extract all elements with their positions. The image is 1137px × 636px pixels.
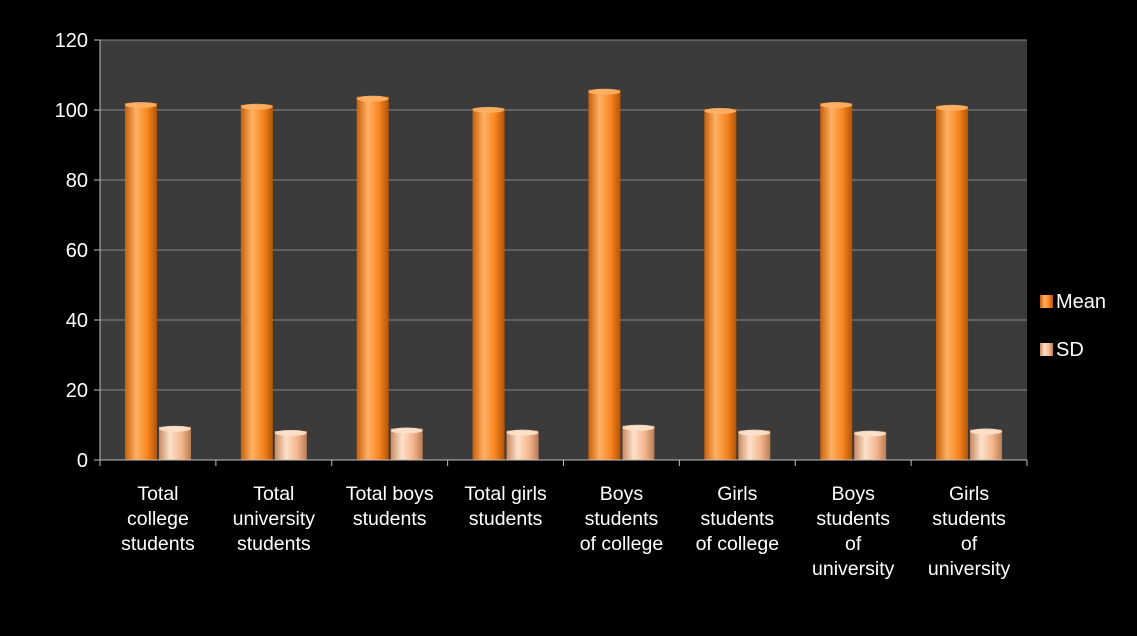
x-category-label: Total college students xyxy=(121,483,195,555)
bar-sd-1 xyxy=(274,429,307,460)
bar-cap xyxy=(820,102,853,108)
bar-cap xyxy=(622,424,655,431)
bar-cap xyxy=(274,429,307,436)
x-category-label: Total boys students xyxy=(346,483,434,530)
bar-cap xyxy=(854,430,887,437)
bar-sd-6 xyxy=(854,430,887,460)
x-category-label-line: college xyxy=(127,508,189,530)
bar-cap xyxy=(472,106,505,113)
x-category-label-line: of college xyxy=(580,533,663,555)
bar-mean-1 xyxy=(240,103,273,460)
y-tick-label: 100 xyxy=(55,100,88,122)
bar-mean-0 xyxy=(124,102,157,460)
y-tick-label: 120 xyxy=(55,30,88,52)
bar-sd-4 xyxy=(622,424,655,460)
legend-item-mean: Mean xyxy=(1040,291,1106,313)
legend: Mean SD xyxy=(1040,291,1106,361)
y-tick-label: 0 xyxy=(77,450,88,472)
bar-cap xyxy=(158,425,191,432)
bar-cap xyxy=(240,103,273,110)
x-category-label-line: Total boys xyxy=(346,483,434,505)
legend-swatch xyxy=(1040,343,1053,356)
bar-body xyxy=(390,428,423,460)
bar-body xyxy=(936,105,969,461)
x-category-label-line: students xyxy=(469,508,543,530)
x-category-label: Boys students of university xyxy=(812,483,895,580)
y-axis: 0 20 40 60 80 100 120 xyxy=(55,30,101,472)
bar-body xyxy=(240,104,273,460)
x-category-label: Total girls students xyxy=(464,483,547,530)
x-category-label-line: students xyxy=(585,508,659,530)
bar-mean-5 xyxy=(704,107,737,460)
x-axis: Total college students Total university stude… xyxy=(99,459,1028,580)
bar-body xyxy=(820,103,853,460)
bar-cap xyxy=(738,429,771,436)
bar-cap xyxy=(124,102,157,108)
x-category-label-line: Boys xyxy=(832,483,876,505)
x-category-label-line: of college xyxy=(696,533,779,555)
x-category-label-line: of xyxy=(961,533,978,555)
bar-body xyxy=(704,108,737,460)
bar-cap xyxy=(506,429,539,436)
bar-sd-7 xyxy=(970,428,1003,460)
bar-sd-5 xyxy=(738,429,771,460)
y-tick-label: 80 xyxy=(66,170,88,192)
bar-mean-4 xyxy=(588,88,621,460)
x-category-label-line: Total xyxy=(137,483,178,505)
legend-swatch xyxy=(1040,295,1053,308)
bar-body xyxy=(622,425,655,460)
x-category-label-line: Total girls xyxy=(464,483,547,505)
y-tick-label: 20 xyxy=(66,380,88,402)
x-category-label-line: Girls xyxy=(949,483,989,505)
x-category-label-line: Boys xyxy=(600,483,644,505)
bar-cap xyxy=(936,104,969,111)
bar-cap xyxy=(970,428,1003,435)
x-category-label: Boys students of college xyxy=(580,483,663,555)
x-category-label: Girls students of college xyxy=(696,483,779,555)
bar-body xyxy=(158,426,191,460)
x-category-label: Girls students of university xyxy=(928,483,1011,580)
x-category-label-line: Girls xyxy=(717,483,757,505)
x-category-label: Total university students xyxy=(233,483,316,555)
bar-body xyxy=(970,429,1003,460)
y-tick-label: 40 xyxy=(66,310,88,332)
bar-cap xyxy=(588,88,621,95)
bar-mean-3 xyxy=(472,106,505,461)
x-category-label-line: students xyxy=(932,508,1006,530)
bar-body xyxy=(588,89,621,460)
x-category-label-line: students xyxy=(237,533,311,555)
bar-body xyxy=(472,107,505,461)
bar-mean-7 xyxy=(936,104,969,461)
x-category-label-line: university xyxy=(928,558,1011,580)
x-category-label-line: students xyxy=(121,533,195,555)
bar-sd-2 xyxy=(390,427,423,460)
bar-sd-3 xyxy=(506,429,539,460)
bar-mean-6 xyxy=(820,102,853,460)
legend-item-sd: SD xyxy=(1040,339,1084,361)
bar-sd-0 xyxy=(158,425,191,460)
x-category-label-line: students xyxy=(700,508,774,530)
x-category-label-line: university xyxy=(233,508,316,530)
bar-cap xyxy=(390,427,423,434)
bar-body xyxy=(124,103,157,460)
bar-mean-2 xyxy=(356,95,389,460)
legend-label: SD xyxy=(1056,339,1084,361)
y-tick-label: 60 xyxy=(66,240,88,262)
x-category-label-line: of xyxy=(845,533,862,555)
x-category-label-line: Total xyxy=(253,483,294,505)
x-category-label-line: students xyxy=(816,508,890,530)
x-category-label-line: students xyxy=(353,508,427,530)
bar-body xyxy=(356,96,389,460)
bars xyxy=(124,88,1003,461)
legend-label: Mean xyxy=(1056,291,1106,313)
x-category-label-line: university xyxy=(812,558,895,580)
bar-cap xyxy=(356,95,389,102)
bar-cap xyxy=(704,107,737,114)
